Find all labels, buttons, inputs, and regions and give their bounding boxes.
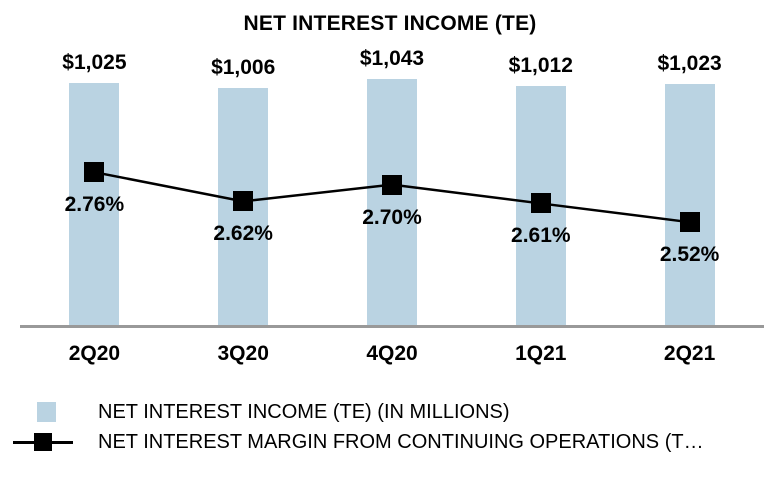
line-marker bbox=[84, 162, 105, 183]
line-marker bbox=[382, 174, 402, 195]
bar-value-label: $1,023 bbox=[657, 51, 722, 75]
line-marker bbox=[530, 193, 551, 214]
chart-title: NET INTEREST INCOME (TE) bbox=[243, 12, 537, 35]
x-axis-label: 2Q20 bbox=[68, 342, 121, 365]
legend-bar-swatch-cell bbox=[13, 401, 85, 424]
legend-item: NET INTEREST INCOME (TE) (IN MILLIONS) bbox=[13, 401, 704, 424]
legend-item-label: NET INTEREST MARGIN FROM CONTINUING OPER… bbox=[98, 431, 704, 453]
line-point-label: 2.70% bbox=[362, 205, 422, 229]
line-marker bbox=[679, 212, 700, 233]
bar bbox=[367, 79, 417, 327]
x-axis-label: 3Q20 bbox=[217, 342, 269, 365]
x-axis-label: 1Q21 bbox=[515, 342, 567, 365]
line-point-label: 2.61% bbox=[511, 224, 571, 248]
x-axis-label: 4Q20 bbox=[366, 342, 418, 365]
square-marker-icon bbox=[34, 433, 52, 451]
bar bbox=[664, 83, 715, 327]
x-axis-line bbox=[20, 325, 764, 328]
bar-value-label: $1,025 bbox=[62, 51, 127, 75]
legend-item-label: NET INTEREST INCOME (TE) (IN MILLIONS) bbox=[98, 401, 510, 423]
bar-value-label: $1,006 bbox=[211, 55, 276, 79]
line-point-label: 2.76% bbox=[64, 193, 125, 217]
line-marker bbox=[233, 191, 254, 212]
bar-swatch-icon bbox=[37, 402, 56, 422]
legend-line-marker-cell bbox=[13, 431, 85, 454]
x-axis-label: 2Q21 bbox=[663, 342, 716, 365]
bar-value-label: $1,012 bbox=[508, 54, 573, 78]
bar-value-label: $1,043 bbox=[359, 47, 425, 70]
legend-item: NET INTEREST MARGIN FROM CONTINUING OPER… bbox=[13, 431, 704, 454]
line-point-label: 2.62% bbox=[213, 222, 273, 246]
legend: NET INTEREST INCOME (TE) (IN MILLIONS) N… bbox=[13, 401, 704, 454]
line-point-label: 2.52% bbox=[659, 243, 720, 267]
